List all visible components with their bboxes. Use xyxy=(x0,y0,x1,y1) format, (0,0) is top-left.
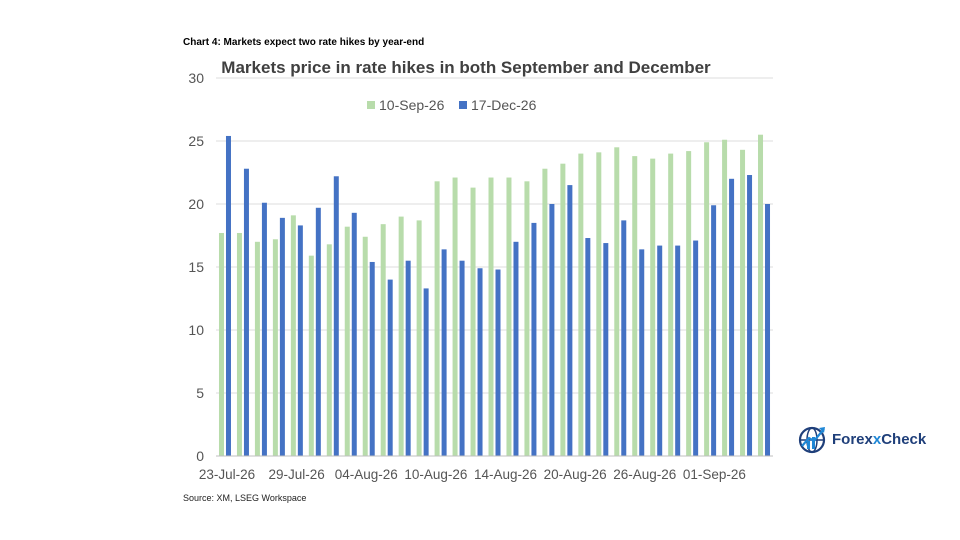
bar-sep xyxy=(506,177,512,457)
x-tick-label: 20-Aug-26 xyxy=(544,467,607,482)
y-tick-label: 5 xyxy=(196,385,204,401)
bar-sep xyxy=(416,220,422,456)
bar-dec xyxy=(387,279,393,456)
bar-dec xyxy=(531,222,537,456)
y-tick-label: 25 xyxy=(188,133,204,149)
bar-sep xyxy=(272,239,278,456)
bar-sep xyxy=(560,163,566,456)
bar-sep xyxy=(326,244,332,456)
bar-dec xyxy=(243,168,249,456)
bar-dec xyxy=(333,176,339,456)
bar-dec xyxy=(567,185,573,456)
x-tick-label: 14-Aug-26 xyxy=(474,467,537,482)
bars xyxy=(218,134,771,457)
bar-dec xyxy=(603,243,609,456)
source-note: Source: XM, LSEG Workspace xyxy=(183,493,307,503)
bar-sep xyxy=(236,232,242,456)
globe-chart-icon xyxy=(798,426,826,454)
bar-dec xyxy=(621,220,627,456)
bar-sep xyxy=(290,215,296,456)
bar-dec xyxy=(639,249,645,456)
x-tick-label: 04-Aug-26 xyxy=(335,467,398,482)
bar-dec xyxy=(441,249,447,456)
bar-sep xyxy=(722,139,728,457)
x-axis: 23-Jul-26 29-Jul-26 04-Aug-26 10-Aug-26 14-A… xyxy=(199,455,773,482)
bar-sep xyxy=(578,153,584,456)
bar-sep xyxy=(524,181,530,456)
bar-dec xyxy=(513,241,519,456)
y-tick-label: 30 xyxy=(188,70,204,86)
bar-sep xyxy=(758,134,764,456)
chart-caption: Chart 4: Markets expect two rate hikes b… xyxy=(183,37,425,48)
bar-dec xyxy=(765,204,771,456)
legend-label: 10-Sep-26 xyxy=(379,97,445,113)
bar-dec xyxy=(261,202,267,456)
bar-sep xyxy=(254,241,260,456)
bar-sep xyxy=(218,232,224,456)
bar-sep xyxy=(596,152,602,456)
chart-title: Markets price in rate hikes in both Sept… xyxy=(221,58,711,77)
legend-item: 10-Sep-26 xyxy=(367,97,445,113)
bar-sep xyxy=(668,153,674,456)
bar-dec xyxy=(729,178,735,457)
y-tick-label: 0 xyxy=(196,448,204,464)
bar-dec xyxy=(747,175,753,456)
x-tick-label: 29-Jul-26 xyxy=(268,467,324,482)
bar-dec xyxy=(459,260,465,456)
bar-dec xyxy=(423,288,429,456)
bar-dec xyxy=(549,204,555,456)
bar-sep xyxy=(614,147,620,457)
bar-sep xyxy=(704,142,710,456)
bar-dec xyxy=(585,238,591,456)
legend-swatch xyxy=(367,101,375,109)
legend-item: 17-Dec-26 xyxy=(459,97,537,113)
bar-sep xyxy=(740,149,746,456)
bar-sep xyxy=(488,177,494,457)
bar-dec xyxy=(279,217,285,456)
bar-dec xyxy=(675,245,681,456)
bar-dec xyxy=(495,269,501,456)
y-tick-label: 10 xyxy=(188,322,204,338)
bar-dec xyxy=(405,260,411,456)
bar-dec xyxy=(477,268,483,456)
logo-text: ForexxCheck xyxy=(832,430,927,448)
bar-sep xyxy=(452,177,458,457)
legend-swatch xyxy=(459,101,467,109)
bar-dec xyxy=(225,135,231,456)
bar-dec xyxy=(693,240,699,456)
y-tick-label: 20 xyxy=(188,196,204,212)
bar-dec xyxy=(369,261,375,456)
bar-sep xyxy=(308,255,314,456)
bar-dec xyxy=(711,205,717,456)
bar-sep xyxy=(470,187,476,456)
bar-sep xyxy=(632,156,638,456)
legend: 10-Sep-26 17-Dec-26 xyxy=(367,97,537,113)
bar-sep xyxy=(650,158,656,456)
bar-dec xyxy=(315,207,321,456)
bar-sep xyxy=(398,216,404,456)
bar-sep xyxy=(542,168,548,456)
bar-sep xyxy=(380,224,386,456)
bar-sep xyxy=(344,226,350,456)
x-tick-label: 10-Aug-26 xyxy=(404,467,467,482)
legend-label: 17-Dec-26 xyxy=(471,97,537,113)
x-tick-label: 26-Aug-26 xyxy=(613,467,676,482)
bar-dec xyxy=(297,225,303,456)
x-tick-label: 01-Sep-26 xyxy=(683,467,746,482)
bar-dec xyxy=(351,212,357,456)
y-axis: 0 5 10 15 20 25 30 xyxy=(188,70,204,464)
y-tick-label: 15 xyxy=(188,259,204,275)
forexcheck-logo: ForexxCheck xyxy=(798,423,928,455)
bar-sep xyxy=(362,236,368,456)
x-tick-label: 23-Jul-26 xyxy=(199,467,255,482)
bar-sep xyxy=(434,181,440,456)
bar-sep xyxy=(686,151,692,456)
bar-dec xyxy=(657,245,663,456)
